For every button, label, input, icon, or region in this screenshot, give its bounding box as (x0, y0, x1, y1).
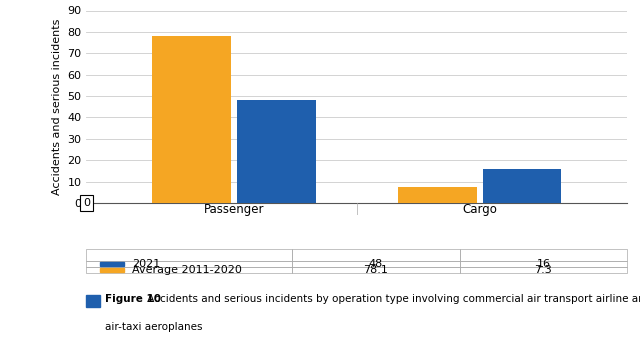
Bar (292, 261, 460, 267)
Bar (398, 187, 477, 203)
Text: Cargo: Cargo (462, 203, 497, 216)
Bar (100, 268, 124, 272)
Text: 0: 0 (83, 198, 90, 208)
Y-axis label: Accidents and serious incidents: Accidents and serious incidents (52, 19, 62, 195)
Bar (100, 262, 124, 266)
Text: Figure 10: Figure 10 (106, 294, 161, 303)
Bar (86, 248, 292, 261)
Bar (86, 295, 100, 307)
Bar (460, 261, 627, 267)
Text: Passenger: Passenger (204, 203, 264, 216)
Bar (86, 267, 292, 273)
Bar (292, 248, 460, 261)
Bar (292, 267, 460, 273)
Bar (237, 100, 316, 203)
Text: 78.1: 78.1 (364, 265, 388, 275)
Bar (152, 36, 231, 203)
Bar (460, 248, 627, 261)
Bar (483, 169, 561, 203)
Text: 2021: 2021 (132, 259, 161, 269)
Text: 48: 48 (369, 259, 383, 269)
Bar (460, 267, 627, 273)
Text: 16: 16 (536, 259, 550, 269)
Text: Accidents and serious incidents by operation type involving commercial air trans: Accidents and serious incidents by opera… (144, 294, 640, 303)
Text: 7.3: 7.3 (534, 265, 552, 275)
Text: air-taxi aeroplanes: air-taxi aeroplanes (106, 322, 203, 331)
Text: Average 2011-2020: Average 2011-2020 (132, 265, 243, 275)
Bar (86, 261, 292, 267)
